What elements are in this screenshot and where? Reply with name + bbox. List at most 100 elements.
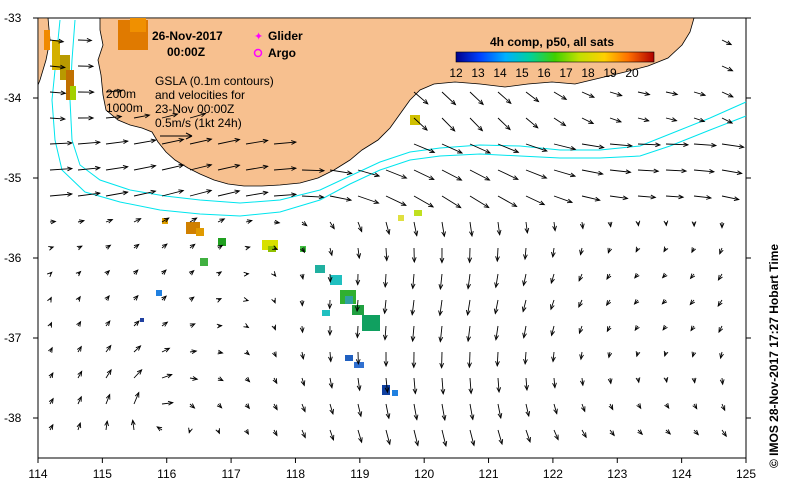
velocity-arrow-head xyxy=(318,194,325,200)
velocity-arrow-head xyxy=(672,91,679,96)
velocity-arrow-head xyxy=(67,166,74,172)
colorbar-tick-label: 15 xyxy=(515,66,529,80)
velocity-arrow xyxy=(717,299,723,307)
velocity-arrow xyxy=(161,347,170,353)
velocity-arrow xyxy=(523,273,527,286)
velocity-arrow xyxy=(161,164,184,171)
velocity-arrow-head xyxy=(48,397,54,404)
velocity-arrow xyxy=(497,429,503,445)
velocity-arrow-head xyxy=(178,138,185,143)
velocity-arrow xyxy=(273,167,296,171)
velocity-arrow-head xyxy=(495,256,500,263)
velocity-arrow-head xyxy=(105,393,111,400)
velocity-arrow-head xyxy=(346,170,353,176)
velocity-arrow xyxy=(469,195,489,208)
velocity-arrow-head xyxy=(291,166,298,171)
velocity-arrow xyxy=(495,325,499,340)
velocity-arrow-head xyxy=(727,92,734,98)
velocity-arrow xyxy=(189,113,206,119)
velocity-arrow-head xyxy=(116,88,123,94)
velocity-arrow xyxy=(439,325,443,342)
velocity-arrow-head xyxy=(523,358,528,366)
velocity-arrow xyxy=(553,429,559,440)
velocity-arrow-head xyxy=(133,294,139,301)
velocity-arrow-head xyxy=(438,336,444,343)
velocity-arrow xyxy=(609,91,622,97)
velocity-arrow xyxy=(357,247,360,259)
velocity-arrow-head xyxy=(47,296,52,303)
velocity-arrow xyxy=(469,169,490,181)
velocity-arrow xyxy=(525,221,528,233)
velocity-arrow-head xyxy=(86,37,93,43)
velocity-arrow xyxy=(329,377,333,388)
velocity-arrow-head xyxy=(699,117,706,123)
velocity-arrow xyxy=(77,167,100,171)
velocity-arrow-head xyxy=(663,220,669,227)
velocity-arrow-head xyxy=(188,427,193,434)
velocity-arrow-head xyxy=(691,377,697,384)
velocity-arrow-head xyxy=(494,334,499,341)
latitude-axis: -33 -34 -35 -36 -37 -38 xyxy=(4,11,751,425)
velocity-arrow-head xyxy=(411,257,417,264)
velocity-arrow-head xyxy=(78,219,86,224)
velocity-arrow xyxy=(609,169,631,173)
velocity-arrow-head xyxy=(579,354,584,361)
velocity-arrow-head xyxy=(706,195,713,200)
velocity-arrow-head xyxy=(720,405,726,412)
velocity-arrow-head xyxy=(681,168,688,174)
velocity-arrow-head xyxy=(635,351,641,358)
credit-vertical: © IMOS 28-Nov-2017 17:27 Hobart Time xyxy=(767,244,781,468)
velocity-arrow xyxy=(581,169,603,175)
velocity-arrow-head xyxy=(569,172,577,178)
velocity-arrow-head xyxy=(272,351,277,358)
velocity-arrow-head xyxy=(215,428,220,435)
velocity-arrow xyxy=(721,117,733,124)
velocity-arrow xyxy=(413,169,435,180)
velocity-arrow-head xyxy=(718,327,724,334)
velocity-arrow-head xyxy=(75,295,81,302)
velocity-arrow-head xyxy=(588,93,596,98)
velocity-arrow-head xyxy=(116,114,123,120)
velocity-arrow xyxy=(413,117,428,131)
velocity-arrow xyxy=(579,325,583,334)
velocity-arrow-head xyxy=(428,202,435,208)
velocity-arrow xyxy=(161,190,184,197)
velocity-arrow-head xyxy=(76,245,83,251)
velocity-arrow-head xyxy=(541,147,548,152)
velocity-arrow-head xyxy=(47,321,52,328)
velocity-arrow-head xyxy=(579,223,585,230)
velocity-arrow xyxy=(245,165,268,171)
velocity-arrow-head xyxy=(262,164,269,170)
velocity-arrow-head xyxy=(532,123,539,129)
velocity-arrow-head xyxy=(172,112,179,118)
velocity-arrow xyxy=(357,429,363,443)
velocity-arrow xyxy=(385,195,407,206)
velocity-arrow-head xyxy=(465,309,471,316)
colorbar-tick-label: 19 xyxy=(603,66,617,80)
velocity-arrow-head xyxy=(271,297,276,304)
velocity-arrow-head xyxy=(622,195,629,201)
velocity-arrow-head xyxy=(77,370,83,377)
velocity-arrow xyxy=(609,143,632,147)
velocity-arrow xyxy=(49,65,65,68)
velocity-arrow-head xyxy=(386,439,391,446)
colorbar-ticks: 12 13 14 15 16 17 18 19 20 xyxy=(449,66,639,80)
velocity-arrow xyxy=(693,91,706,96)
velocity-arrow-head xyxy=(105,244,112,250)
velocity-arrow-head xyxy=(665,429,672,435)
velocity-arrow xyxy=(469,429,475,446)
velocity-arrow-head xyxy=(244,245,251,251)
velocity-arrow-head xyxy=(219,218,226,223)
velocity-arrow-head xyxy=(274,219,281,225)
velocity-arrow xyxy=(578,273,583,282)
title-time: 00:00Z xyxy=(167,45,205,59)
velocity-arrow-head xyxy=(608,404,614,411)
velocity-arrow-head xyxy=(60,90,67,96)
velocity-arrow xyxy=(441,429,447,447)
velocity-arrow xyxy=(301,195,324,198)
velocity-arrow xyxy=(553,143,576,150)
velocity-arrow xyxy=(273,141,296,145)
glider-symbol: ✦ xyxy=(254,31,263,43)
velocity-arrow-head xyxy=(615,118,623,123)
velocity-arrow-head xyxy=(643,117,650,122)
